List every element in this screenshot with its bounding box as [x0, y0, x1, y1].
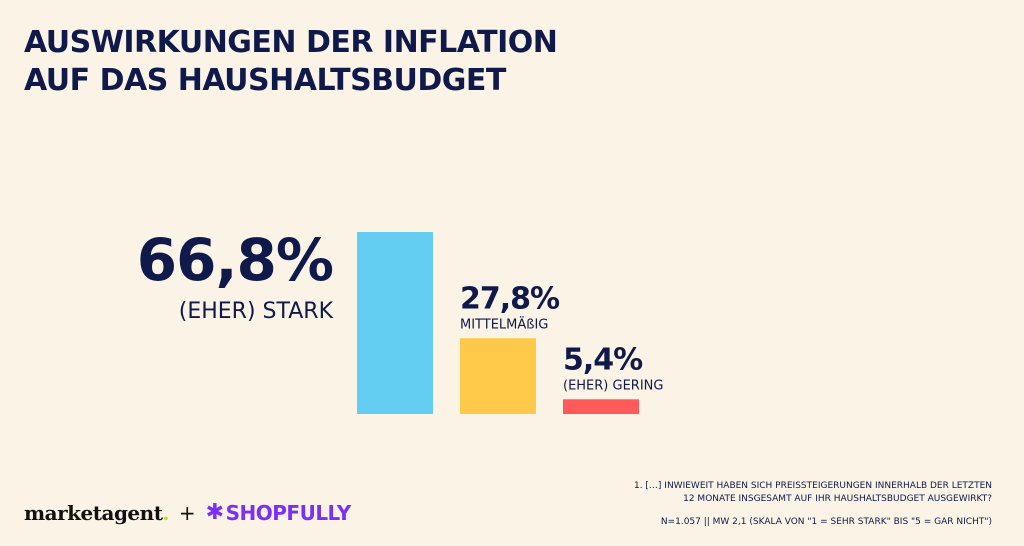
footnote-sample-info: N=1.057 || MW 2,1 (SKALA VON "1 = SEHR S…	[660, 517, 992, 527]
shopfully-logo: ✱ SHOPFULLY	[205, 500, 352, 525]
category-label-2: MITTELMÄßIG	[460, 316, 548, 332]
footnote-question-line-2: 12 MONATE INSGESAMT AUF IHR HAUSHALTSBUD…	[683, 494, 992, 504]
title-line-2: AUF DAS HAUSHALTSBUDGET	[24, 63, 506, 98]
asterisk-icon: ✱	[205, 500, 224, 525]
plus-sign: +	[178, 500, 196, 525]
bar-1	[357, 232, 433, 414]
value-label-2: 27,8%	[460, 281, 560, 316]
value-label-3: 5,4%	[563, 342, 643, 377]
title-line-1: AUSWIRKUNGEN DER INFLATION	[24, 25, 558, 60]
category-label-3: (EHER) GERING	[563, 378, 663, 393]
value-label-1: 66,8%	[137, 226, 333, 294]
bar-3	[563, 399, 639, 414]
bar-2	[460, 338, 536, 414]
category-label-1: (EHER) STARK	[179, 299, 334, 324]
footnote-question-line-1: 1. […] INWIEWEIT HABEN SICH PREISSTEIGER…	[633, 481, 992, 491]
chart-title: AUSWIRKUNGEN DER INFLATION AUF DAS HAUSH…	[24, 24, 558, 100]
footnote: 1. […] INWIEWEIT HABEN SICH PREISSTEIGER…	[572, 480, 992, 529]
logo-bar: marketagent. + ✱ SHOPFULLY	[24, 500, 351, 525]
marketagent-logo: marketagent.	[24, 500, 169, 525]
